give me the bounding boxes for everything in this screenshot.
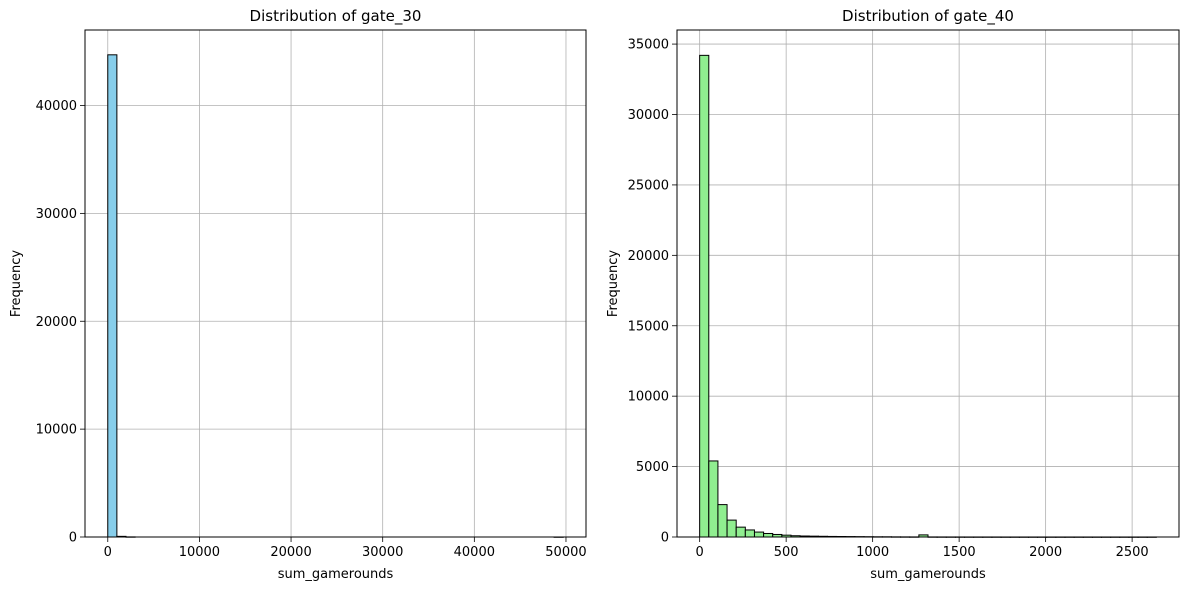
x-tick-label: 2500 [1116, 545, 1149, 560]
axes-frame [676, 29, 1180, 538]
x-tick-label: 0 [104, 545, 112, 560]
grid-lines [677, 30, 1179, 538]
x-tick-label: 1000 [856, 545, 889, 560]
y-tick-label: 20000 [36, 315, 77, 330]
histogram-gate-40: 0 500 1000 1500 2000 250005000100001500020000… [606, 7, 1180, 582]
y-tick-label: 10000 [628, 390, 669, 405]
histogram-bar [744, 529, 755, 538]
histogram-bar [708, 460, 719, 538]
x-tick-label: 30000 [362, 545, 403, 560]
x-tick-label: 2000 [1029, 545, 1062, 560]
y-tick-label: 35000 [628, 38, 669, 53]
histogram-bar [735, 526, 746, 538]
chart-title: Distribution of gate_40 [842, 7, 1014, 26]
histogram-bar [753, 531, 765, 538]
histogram-bar [763, 532, 774, 538]
y-tick-label: 0 [69, 531, 77, 546]
y-tick-label: 15000 [628, 319, 669, 334]
histogram-gate-30: 0 10000 20000 30000 40000 50000 0 10000 20000 300… [9, 7, 587, 582]
x-axis-label: sum_gamerounds [278, 567, 394, 582]
x-tick-label: 40000 [454, 545, 495, 560]
axis-ticks: 0 10000 20000 30000 40000 50000 0 10000 20000 300… [36, 99, 587, 560]
histogram-bar [717, 504, 728, 538]
x-tick-label: 20000 [270, 545, 311, 560]
y-axis-label: Frequency [9, 250, 24, 317]
histogram-bar [699, 54, 710, 538]
y-tick-label: 0 [661, 531, 669, 546]
y-tick-label: 5000 [636, 460, 669, 475]
y-tick-label: 10000 [36, 423, 77, 438]
axis-ticks: 0 500 1000 1500 2000 250005000100001500020000… [628, 38, 1149, 560]
y-tick-label: 40000 [36, 99, 77, 114]
chart-title: Distribution of gate_30 [250, 7, 422, 26]
y-tick-label: 25000 [628, 178, 669, 193]
x-tick-label: 500 [774, 545, 799, 560]
y-tick-label: 30000 [628, 108, 669, 123]
histogram-bar [107, 54, 118, 538]
axes-frame [84, 29, 587, 538]
y-axis-label: Frequency [606, 250, 621, 317]
x-tick-label: 1500 [943, 545, 976, 560]
y-tick-label: 20000 [628, 249, 669, 264]
y-tick-label: 30000 [36, 207, 77, 222]
x-tick-label: 0 [696, 545, 704, 560]
histogram-bar [726, 519, 737, 538]
x-tick-label: 10000 [179, 545, 220, 560]
x-axis-label: sum_gamerounds [870, 567, 986, 582]
x-tick-label: 50000 [545, 545, 586, 560]
